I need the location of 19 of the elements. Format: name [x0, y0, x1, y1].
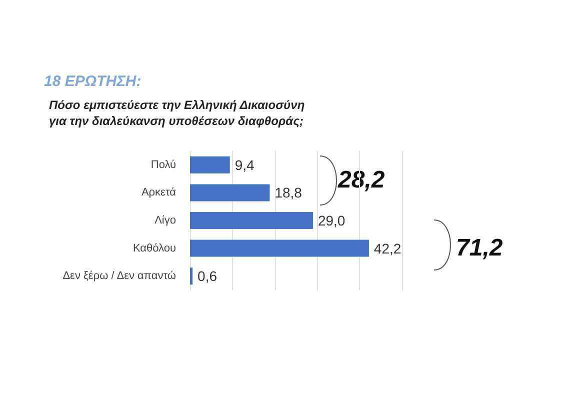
- chart-subtitle: 18 ΕΡΩΤΗΣΗ:: [44, 73, 142, 90]
- text: 71,2: [456, 234, 504, 262]
- y-tick-label: Πολύ: [150, 158, 176, 171]
- data-label: 0,6: [198, 268, 218, 284]
- data-label: 42,2: [374, 240, 402, 256]
- bar: [190, 184, 270, 202]
- y-tick-label: Λίγο: [154, 214, 176, 226]
- bar: [190, 240, 369, 257]
- annotation: 28,2: [337, 166, 386, 194]
- bar: [190, 268, 193, 285]
- data-label: 29,0: [318, 212, 346, 228]
- y-tick-label: Καθόλου: [132, 242, 176, 254]
- y-tick-label: Δεν ξέρω / Δεν απαντώ: [62, 270, 176, 282]
- bar: [190, 156, 230, 174]
- bar: [190, 212, 313, 229]
- data-label: 9,4: [234, 156, 255, 173]
- data-label: 18,8: [274, 184, 302, 201]
- y-tick-label: Αρκετά: [141, 186, 177, 199]
- chart-title: Πόσο εμπιστεύεστε την Ελληνική Δικαιοσύνη για την διαλεύκανση υποθέσεων διαφθοράς;: [49, 98, 308, 128]
